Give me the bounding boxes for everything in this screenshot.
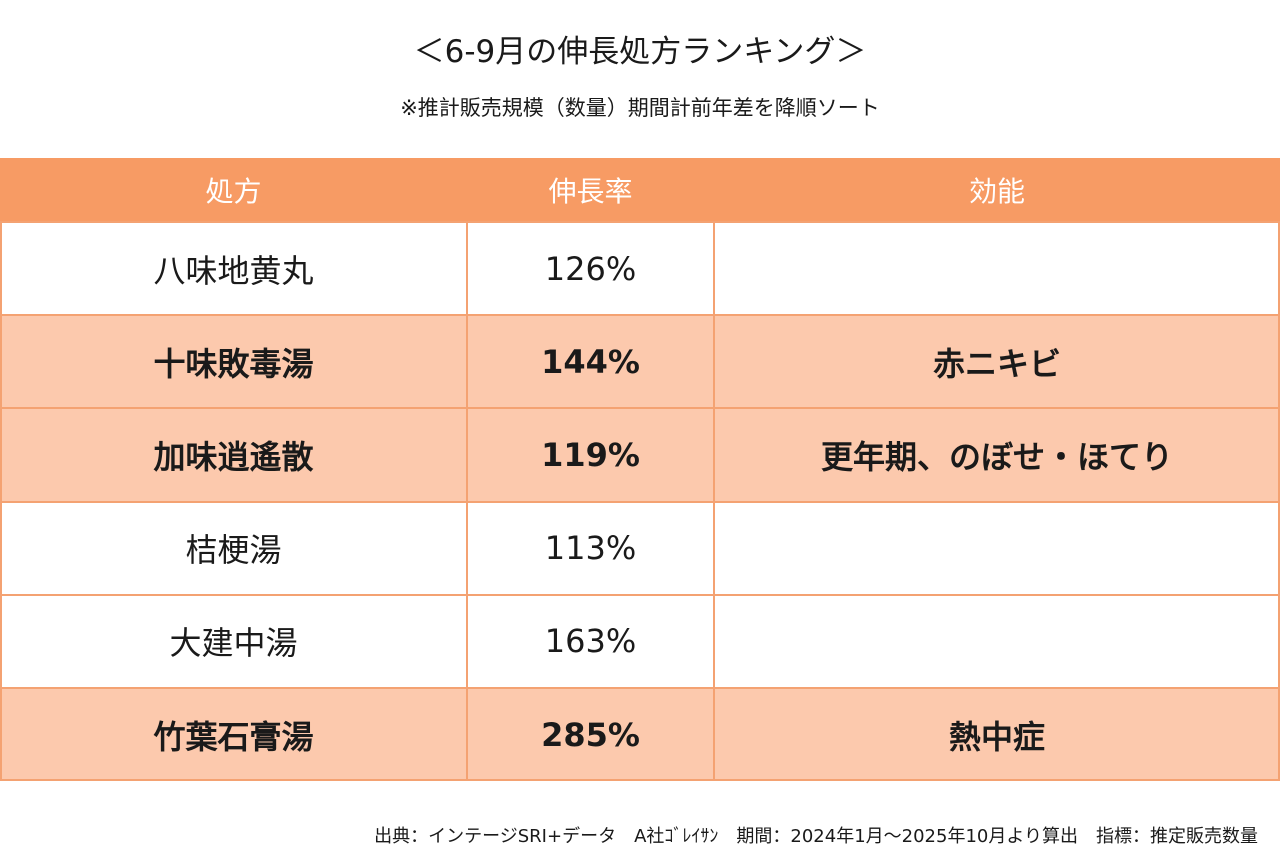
- table-cell: 126%: [467, 222, 714, 316]
- table: 処方 伸長率 効能八味地黄丸 126% 十味敗毒湯 144% 赤ニキビ加味逍遙散 119% 更年…: [0, 158, 1280, 782]
- row-border: [0, 221, 1280, 223]
- table-cell: 更年期、のぼせ・ほてり: [714, 408, 1280, 502]
- table-cell: 285%: [467, 688, 714, 782]
- row-border: [0, 314, 1280, 317]
- table-cell: 113%: [467, 501, 714, 595]
- table-cell: 十味敗毒湯: [0, 315, 467, 409]
- table-cell: 赤ニキビ: [714, 315, 1280, 409]
- table-cell: 熱中症: [714, 688, 1280, 782]
- table-cell: 桔梗湯: [0, 501, 467, 595]
- table-border: [0, 222, 2, 782]
- row-border: [0, 687, 1280, 689]
- table-cell: 大建中湯: [0, 594, 467, 688]
- column-header: 処方: [0, 158, 467, 222]
- footer: 出典：インテージSRI+データ A社ｺﾞﾚｲｻﾝ 期間：2024年1月～2025…: [374, 826, 1258, 847]
- row-border: [0, 500, 1280, 503]
- column-header: 効能: [714, 158, 1280, 222]
- subtitle: ※推計販売規模（数量）期間計前年差を降順ソート: [400, 96, 880, 120]
- table-cell: [714, 501, 1280, 595]
- row-border: [0, 779, 1280, 782]
- table-cell: 119%: [467, 408, 714, 502]
- table-cell: 144%: [467, 315, 714, 409]
- table-cell: [714, 222, 1280, 316]
- column-border: [713, 222, 715, 782]
- column-border: [466, 222, 468, 782]
- table-cell: 加味逍遙散: [0, 408, 467, 502]
- table-cell: 竹葉石膏湯: [0, 688, 467, 782]
- table-cell: [714, 594, 1280, 688]
- table-cell: 八味地黄丸: [0, 222, 467, 316]
- column-header: 伸長率: [467, 158, 714, 222]
- table-cell: 163%: [467, 594, 714, 688]
- row-border: [0, 407, 1280, 410]
- title: ＜6-9月の伸長処方ランキング＞: [413, 34, 867, 70]
- table-border: [1278, 222, 1280, 782]
- row-border: [0, 593, 1280, 596]
